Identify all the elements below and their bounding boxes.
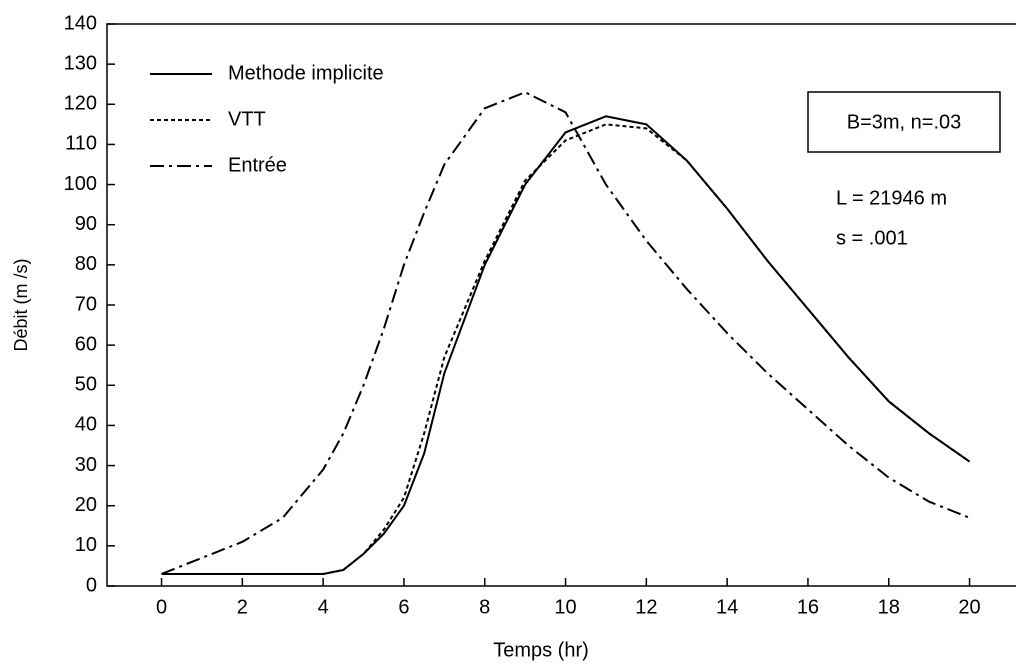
annotation: s = .001 — [836, 227, 908, 249]
y-axis-label: Débit (m /s) — [11, 258, 31, 351]
x-tick-label: 20 — [958, 596, 980, 618]
x-tick-label: 2 — [237, 596, 248, 618]
legend-label: Methode implicite — [228, 62, 384, 84]
annotation: L = 21946 m — [836, 187, 947, 209]
y-tick-label: 60 — [75, 333, 97, 355]
x-tick-label: 4 — [318, 596, 329, 618]
y-tick-label: 70 — [75, 293, 97, 315]
x-tick-label: 16 — [797, 596, 819, 618]
x-tick-label: 12 — [635, 596, 657, 618]
series-line — [161, 123, 971, 575]
x-tick-label: 8 — [479, 596, 490, 618]
y-tick-label: 80 — [75, 253, 97, 275]
x-tick-label: 18 — [878, 596, 900, 618]
y-tick-label: 120 — [64, 93, 97, 115]
x-tick-label: 14 — [716, 596, 738, 618]
annotation: B=3m, n=.03 — [847, 111, 962, 133]
y-tick-label: 20 — [75, 494, 97, 516]
y-tick-label: 30 — [75, 454, 97, 476]
y-tick-label: 90 — [75, 213, 97, 235]
y-tick-label: 100 — [64, 173, 97, 195]
y-tick-label: 110 — [65, 133, 97, 155]
y-tick-label: 50 — [75, 374, 97, 396]
y-tick-label: 130 — [64, 52, 97, 74]
y-tick-label: 0 — [86, 574, 97, 596]
x-tick-label: 6 — [398, 596, 409, 618]
y-tick-label: 10 — [75, 534, 97, 556]
x-axis-label: Temps (hr) — [493, 639, 589, 661]
annotation-box — [807, 91, 1001, 153]
y-tick-label: 140 — [64, 12, 97, 34]
y-tick-label: 40 — [75, 414, 97, 436]
legend-label: Entrée — [228, 154, 287, 176]
x-tick-label: 10 — [554, 596, 576, 618]
legend-label: VTT — [228, 108, 266, 130]
x-tick-label: 0 — [156, 596, 167, 618]
